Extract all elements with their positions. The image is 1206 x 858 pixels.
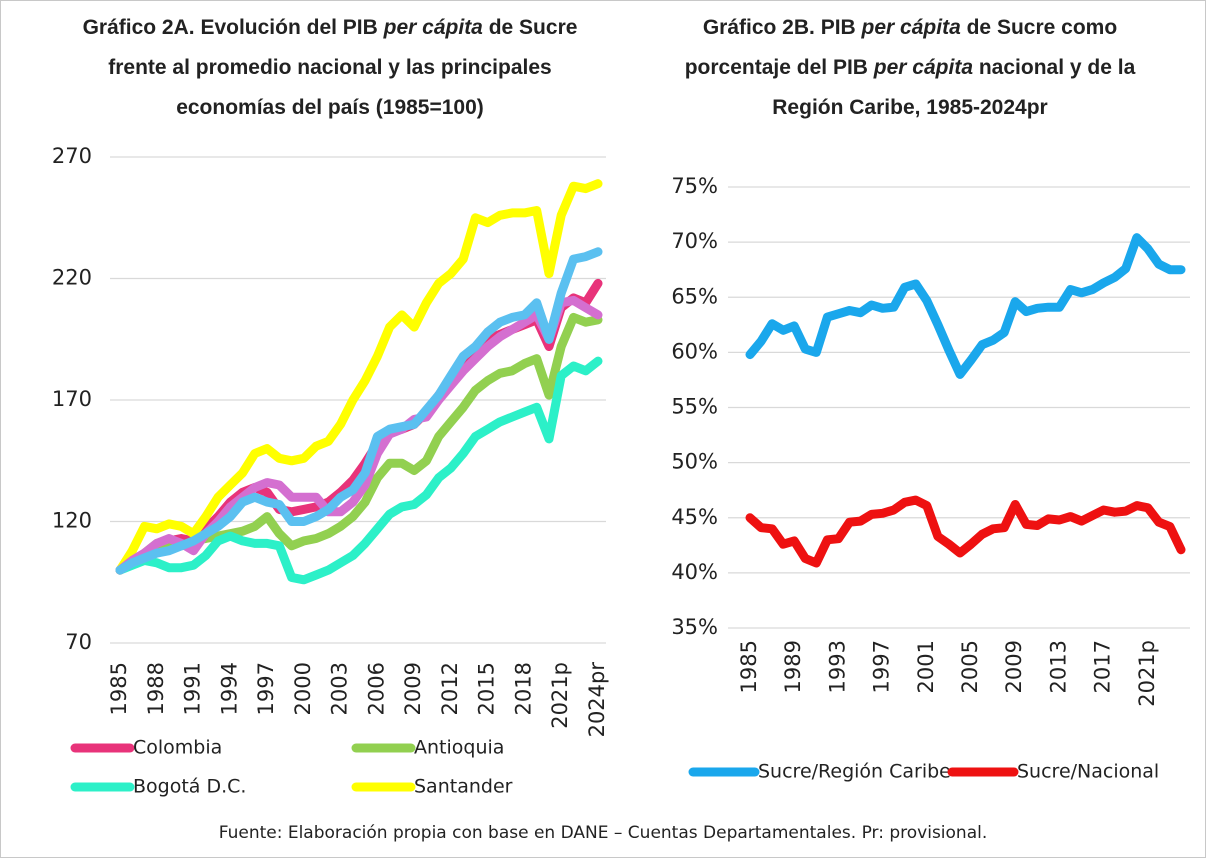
- title-run: de Sucre: [483, 16, 578, 39]
- y-tick-label: 60%: [671, 339, 718, 363]
- title-run: economías del país (1985=100): [176, 96, 484, 119]
- title-run: per cápita: [861, 16, 962, 39]
- x-tick-label: 2006: [364, 662, 388, 715]
- x-tick-label: 2001: [914, 640, 938, 693]
- x-tick-label: 1994: [217, 662, 241, 715]
- y-tick-label: 45%: [671, 505, 718, 529]
- legend-label: Sucre/Nacional: [1017, 761, 1159, 783]
- chart-title: Gráfico 2A. Evolución del PIB per cápita…: [83, 16, 578, 39]
- x-tick-label: 1991: [181, 662, 205, 715]
- y-tick-label: 65%: [671, 284, 718, 308]
- legend-label: Santander: [414, 776, 513, 798]
- x-tick-label: 2018: [511, 662, 535, 715]
- title-run: de Sucre como: [961, 16, 1117, 39]
- title-run: nacional y de la: [973, 56, 1136, 79]
- y-tick-label: 270: [52, 144, 92, 168]
- chart-title: economías del país (1985=100): [176, 96, 484, 119]
- series-line: [115, 356, 603, 585]
- chart-title: Región Caribe, 1985-2024pr: [772, 96, 1047, 119]
- title-run: porcentaje del PIB: [685, 56, 874, 79]
- x-tick-label: 2024pr: [585, 662, 609, 738]
- y-tick-label: 170: [52, 387, 92, 411]
- series-line: [745, 233, 1186, 379]
- x-tick-label: 1985: [737, 640, 761, 693]
- title-run: Gráfico 2B. PIB: [703, 16, 862, 39]
- chart-title: porcentaje del PIB per cápita nacional y…: [685, 56, 1136, 79]
- series-line: [745, 495, 1186, 568]
- title-run: per cápita: [383, 16, 484, 39]
- y-tick-label: 120: [52, 509, 92, 533]
- source-note: Fuente: Elaboración propia con base en D…: [219, 823, 988, 843]
- x-tick-label: 2009: [1002, 640, 1026, 693]
- x-tick-label: 1997: [254, 662, 278, 715]
- title-run: per cápita: [873, 56, 974, 79]
- x-tick-label: 1989: [781, 640, 805, 693]
- x-tick-label: 1993: [825, 640, 849, 693]
- y-tick-label: 70%: [671, 229, 718, 253]
- series-line: [115, 247, 603, 575]
- chart-title: Gráfico 2B. PIB per cápita de Sucre como: [703, 16, 1117, 39]
- x-tick-label: 2021p: [548, 662, 572, 729]
- y-tick-label: 220: [52, 266, 92, 290]
- x-tick-label: 2000: [291, 662, 315, 715]
- y-tick-label: 70: [65, 630, 92, 654]
- x-tick-label: 2017: [1091, 640, 1115, 693]
- x-tick-label: 2012: [438, 662, 462, 715]
- y-tick-label: 40%: [671, 560, 718, 584]
- x-tick-label: 2015: [475, 662, 499, 715]
- y-tick-label: 35%: [671, 615, 718, 639]
- legend-label: Antioquia: [414, 737, 504, 759]
- series-line: [115, 179, 603, 575]
- legend-label: Colombia: [133, 737, 222, 759]
- legend-label: Sucre/Región Caribe: [758, 761, 951, 783]
- chart-title: frente al promedio nacional y las princi…: [108, 56, 551, 79]
- x-tick-label: 1988: [144, 662, 168, 715]
- title-run: Región Caribe, 1985-2024pr: [772, 96, 1047, 119]
- title-run: frente al promedio nacional y las princi…: [108, 56, 551, 79]
- x-tick-label: 2021p: [1135, 640, 1159, 707]
- title-run: Gráfico 2A. Evolución del PIB: [83, 16, 384, 39]
- x-tick-label: 2009: [401, 662, 425, 715]
- x-tick-label: 2003: [328, 662, 352, 715]
- y-tick-label: 75%: [671, 174, 718, 198]
- y-tick-label: 55%: [671, 395, 718, 419]
- legend-label: Bogotá D.C.: [133, 776, 246, 798]
- x-tick-label: 1997: [870, 640, 894, 693]
- x-tick-label: 1985: [107, 662, 131, 715]
- x-tick-label: 2005: [958, 640, 982, 693]
- y-tick-label: 50%: [671, 450, 718, 474]
- x-tick-label: 2013: [1046, 640, 1070, 693]
